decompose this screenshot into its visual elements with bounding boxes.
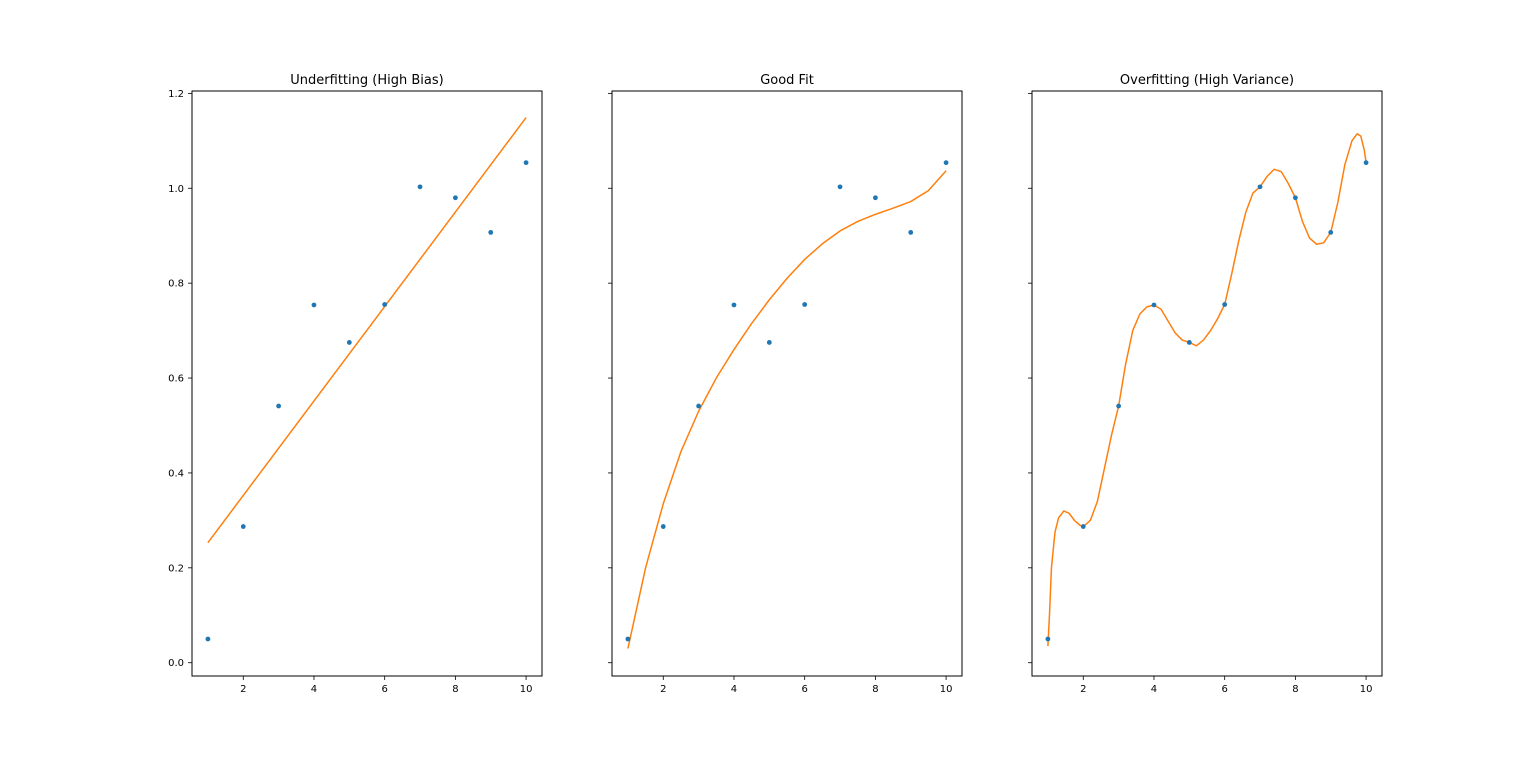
chart-title: Overfitting (High Variance) bbox=[1120, 73, 1294, 88]
data-point bbox=[660, 524, 666, 529]
x-tick-label: 2 bbox=[660, 684, 666, 695]
data-point bbox=[523, 160, 529, 166]
data-point bbox=[205, 636, 211, 642]
y-tick-label: 0.6 bbox=[168, 374, 184, 385]
data-point bbox=[696, 403, 702, 409]
data-point bbox=[346, 340, 352, 345]
data-point bbox=[452, 195, 458, 201]
data-point bbox=[1151, 302, 1157, 308]
x-tick-label: 6 bbox=[381, 684, 387, 695]
data-point bbox=[625, 636, 631, 642]
chart-title: Underfitting (High Bias) bbox=[290, 73, 443, 88]
axes-frame bbox=[611, 90, 963, 677]
data-point bbox=[1292, 195, 1298, 201]
data-point bbox=[1186, 340, 1192, 345]
data-point bbox=[311, 302, 317, 308]
data-point bbox=[1363, 160, 1369, 166]
data-point bbox=[1222, 302, 1228, 307]
x-tick-label: 8 bbox=[1292, 684, 1298, 695]
x-tick-label: 10 bbox=[940, 684, 953, 695]
x-tick-label: 2 bbox=[240, 684, 246, 695]
data-point bbox=[1045, 636, 1051, 642]
x-tick-label: 8 bbox=[872, 684, 878, 695]
data-point bbox=[943, 160, 949, 166]
x-tick-label: 4 bbox=[731, 684, 737, 695]
axes-frame bbox=[1031, 90, 1383, 677]
x-tick-label: 4 bbox=[1151, 684, 1157, 695]
data-point bbox=[802, 302, 808, 307]
data-point bbox=[1257, 184, 1263, 190]
data-point bbox=[872, 195, 878, 201]
data-point bbox=[837, 184, 843, 190]
x-tick-label: 2 bbox=[1080, 684, 1086, 695]
panel-good-fit: Good Fit 2 4 6 8 10 bbox=[608, 73, 963, 695]
data-point bbox=[488, 229, 494, 235]
y-tick-label: 0.4 bbox=[168, 468, 184, 479]
data-point bbox=[731, 302, 737, 308]
y-tick-label: 0.8 bbox=[168, 279, 184, 290]
chart-title: Good Fit bbox=[760, 73, 814, 88]
fit-curve bbox=[207, 117, 527, 544]
data-point bbox=[417, 184, 423, 190]
x-tick-label: 4 bbox=[311, 684, 317, 695]
y-tick-label: 0.2 bbox=[168, 563, 184, 574]
data-point bbox=[908, 229, 914, 235]
data-point bbox=[240, 524, 246, 529]
data-point bbox=[276, 403, 282, 409]
x-tick-label: 10 bbox=[520, 684, 533, 695]
data-point bbox=[1080, 524, 1086, 529]
data-point bbox=[1328, 229, 1334, 235]
x-tick-label: 6 bbox=[801, 684, 807, 695]
fit-curve bbox=[627, 170, 947, 649]
y-tick-label: 1.0 bbox=[168, 184, 184, 195]
axes-frame bbox=[191, 90, 543, 677]
x-tick-label: 6 bbox=[1221, 684, 1227, 695]
x-tick-label: 10 bbox=[1360, 684, 1373, 695]
data-point bbox=[766, 340, 772, 345]
panel-underfitting: Underfitting (High Bias) 2 4 6 8 10 0.0 0.2 0.4 0… bbox=[168, 73, 543, 695]
panel-overfitting: Overfitting (High Variance) 2 4 6 8 10 bbox=[1028, 73, 1383, 695]
data-point bbox=[1116, 403, 1122, 409]
x-tick-label: 8 bbox=[452, 684, 458, 695]
fit-curve bbox=[1047, 132, 1367, 647]
data-point bbox=[382, 302, 388, 307]
y-tick-label: 1.2 bbox=[168, 89, 184, 100]
y-tick-label: 0.0 bbox=[168, 658, 184, 669]
